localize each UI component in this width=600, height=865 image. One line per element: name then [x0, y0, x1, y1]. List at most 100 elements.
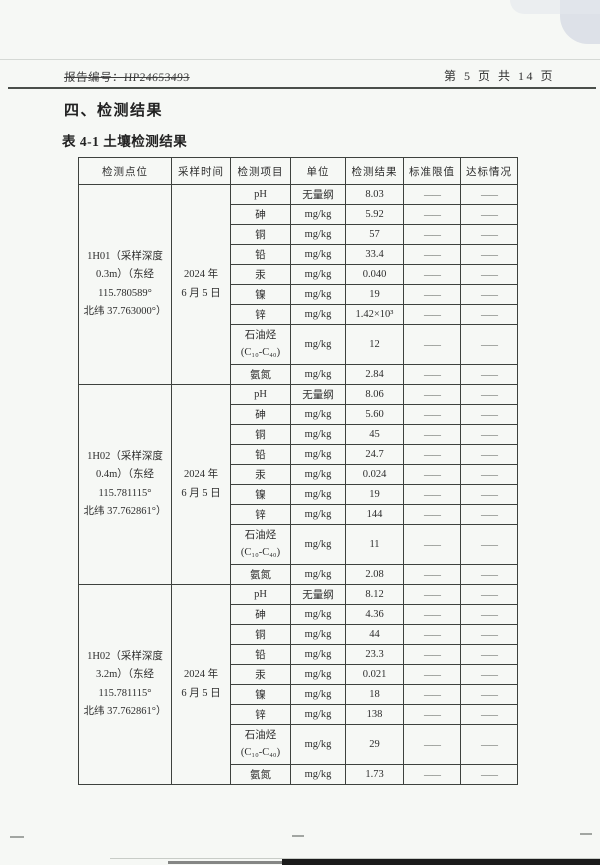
compliance: —— [460, 564, 518, 585]
table-title: 表 4-1 土壤检测结果 [62, 134, 188, 149]
limit: —— [403, 444, 461, 465]
unit: mg/kg [290, 624, 346, 645]
table-row: 砷 mg/kg 4.36 —— —— [79, 604, 518, 625]
item: pH [230, 584, 291, 605]
header-rule [8, 87, 596, 89]
unit: 无量纲 [290, 184, 346, 205]
limit: —— [403, 564, 461, 585]
result: 8.06 [345, 384, 404, 405]
result: 4.36 [345, 604, 404, 625]
limit: —— [403, 244, 461, 265]
limit: —— [403, 524, 461, 565]
result: 19 [345, 484, 404, 505]
item: 石油烃 (C₁₀-C₄₀) [230, 724, 291, 765]
result: 23.3 [345, 644, 404, 665]
scan-bottom-bar [282, 859, 600, 865]
col-header-unit: 单位 [290, 157, 346, 185]
limit: —— [403, 264, 461, 285]
report-number: 报告编号：HP24653493 [63, 72, 191, 84]
limit: —— [403, 664, 461, 685]
compliance: —— [460, 444, 518, 465]
item: 铅 [230, 644, 291, 665]
unit: mg/kg [290, 664, 346, 685]
table-row: 铜 mg/kg 45 —— —— [79, 424, 518, 445]
sample-time: 2024 年 6 月 5 日 [171, 184, 231, 385]
sample-point: 1H01（采样深度 0.3m）（东经 115.780589° 北纬 37.763… [78, 184, 172, 385]
unit: mg/kg [290, 364, 346, 385]
result: 144 [345, 504, 404, 525]
compliance: —— [460, 624, 518, 645]
item: 锌 [230, 504, 291, 525]
scan-bottom-line [110, 858, 600, 859]
unit: mg/kg [290, 504, 346, 525]
result: 8.03 [345, 184, 404, 205]
unit: 无量纲 [290, 584, 346, 605]
limit: —— [403, 464, 461, 485]
col-header-result: 检测结果 [345, 157, 404, 185]
scan-bottom-bar-light [168, 861, 288, 864]
item: 铜 [230, 424, 291, 445]
result: 0.040 [345, 264, 404, 285]
item: 砷 [230, 604, 291, 625]
compliance: —— [460, 284, 518, 305]
result: 1.42×10³ [345, 304, 404, 325]
soil-results-table: 检测点位 采样时间 检测项目 单位 检测结果 标准限值 达标情况 1H01（采样… [78, 157, 518, 785]
limit: —— [403, 424, 461, 445]
limit: —— [403, 364, 461, 385]
unit: mg/kg [290, 284, 346, 305]
limit: —— [403, 704, 461, 725]
result: 44 [345, 624, 404, 645]
result: 57 [345, 224, 404, 245]
limit: —— [403, 604, 461, 625]
item: 砷 [230, 404, 291, 425]
col-header-limit: 标准限值 [403, 157, 461, 185]
item: pH [230, 184, 291, 205]
unit: mg/kg [290, 404, 346, 425]
compliance: —— [460, 324, 518, 365]
compliance: —— [460, 764, 518, 785]
result: 45 [345, 424, 404, 445]
unit: mg/kg [290, 684, 346, 705]
compliance: —— [460, 664, 518, 685]
compliance: —— [460, 384, 518, 405]
unit: mg/kg [290, 464, 346, 485]
sample-point: 1H02（采样深度 0.4m）（东经 115.781115° 北纬 37.762… [78, 384, 172, 585]
result: 0.021 [345, 664, 404, 685]
item: 石油烃 (C₁₀-C₄₀) [230, 324, 291, 365]
result: 2.08 [345, 564, 404, 585]
item: 锌 [230, 704, 291, 725]
section-title: 四、检测结果 [64, 103, 164, 119]
result: 11 [345, 524, 404, 565]
unit: mg/kg [290, 264, 346, 285]
compliance: —— [460, 364, 518, 385]
limit: —— [403, 304, 461, 325]
item: 汞 [230, 464, 291, 485]
item: 氨氮 [230, 764, 291, 785]
compliance: —— [460, 224, 518, 245]
item: 汞 [230, 664, 291, 685]
item: 锌 [230, 304, 291, 325]
sample-time: 2024 年 6 月 5 日 [171, 584, 231, 785]
unit: 无量纲 [290, 384, 346, 405]
compliance: —— [460, 404, 518, 425]
unit: mg/kg [290, 224, 346, 245]
compliance: —— [460, 304, 518, 325]
limit: —— [403, 684, 461, 705]
scan-speck [580, 833, 592, 835]
compliance: —— [460, 604, 518, 625]
compliance: —— [460, 644, 518, 665]
compliance: —— [460, 504, 518, 525]
item: 石油烃 (C₁₀-C₄₀) [230, 524, 291, 565]
item: 铅 [230, 244, 291, 265]
unit: mg/kg [290, 724, 346, 765]
unit: mg/kg [290, 604, 346, 625]
result: 5.60 [345, 404, 404, 425]
item: 氨氮 [230, 564, 291, 585]
limit: —— [403, 644, 461, 665]
unit: mg/kg [290, 244, 346, 265]
limit: —— [403, 624, 461, 645]
result: 33.4 [345, 244, 404, 265]
item: 铜 [230, 624, 291, 645]
table-header-row: 检测点位 采样时间 检测项目 单位 检测结果 标准限值 达标情况 [78, 157, 518, 185]
